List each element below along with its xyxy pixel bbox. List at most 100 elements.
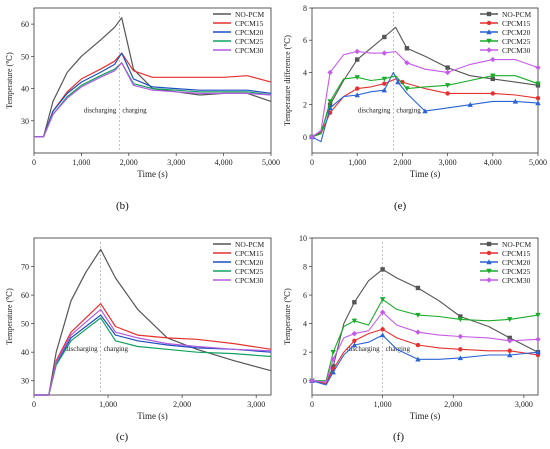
data-point-e-CPCM25 bbox=[381, 76, 388, 82]
data-point-f-CPCM25 bbox=[457, 317, 464, 323]
panel-label-f: (f) bbox=[393, 431, 404, 443]
y-tick-label-f: 2 bbox=[303, 348, 307, 357]
y-tick-label-f: 0 bbox=[303, 377, 307, 386]
series-line-c-NO-PCM bbox=[34, 248, 272, 396]
data-point-f-CPCM20 bbox=[330, 369, 336, 375]
data-point-f-CPCM20 bbox=[351, 342, 358, 348]
data-point-f-CPCM20 bbox=[379, 332, 386, 338]
series-line-e-CPCM25 bbox=[311, 75, 539, 138]
legend-marker-e bbox=[486, 29, 492, 35]
series-line-b-CPCM25 bbox=[34, 62, 272, 138]
y-tick-label-e: 8 bbox=[303, 4, 307, 13]
legend-marker-e bbox=[486, 47, 492, 53]
y-tick-label-b: 50 bbox=[21, 52, 29, 61]
series-line-b-CPCM20 bbox=[34, 52, 272, 138]
data-point-e-CPCM15 bbox=[382, 81, 387, 86]
series-line-e-CPCM15 bbox=[311, 78, 539, 138]
data-point-e-NO-PCM bbox=[445, 65, 450, 70]
legend-label-e: NO-PCM bbox=[502, 10, 532, 19]
data-point-e-CPCM20 bbox=[512, 98, 519, 104]
legend-marker-f bbox=[486, 277, 492, 283]
series-line-c-CPCM30 bbox=[34, 308, 272, 396]
series-line-f-NO-PCM bbox=[311, 268, 539, 385]
legend-marker-e bbox=[486, 20, 492, 26]
data-point-e-NO-PCM bbox=[404, 46, 410, 51]
y-tick-label-f: 6 bbox=[303, 291, 307, 300]
y-tick-label-f: 10 bbox=[299, 234, 307, 243]
data-point-f-CPCM30 bbox=[330, 356, 336, 363]
legend-label-c: CPCM25 bbox=[235, 267, 264, 276]
legend-label-f: CPCM15 bbox=[502, 249, 531, 258]
data-point-e-CPCM15 bbox=[490, 91, 495, 96]
y-tick-label-c: 60 bbox=[21, 291, 29, 300]
legend-label-c: CPCM30 bbox=[235, 276, 264, 285]
legend-marker-f bbox=[486, 259, 492, 265]
data-point-f-CPCM25 bbox=[535, 312, 541, 318]
data-point-e-CPCM25 bbox=[354, 75, 360, 80]
y-tick-label-b: 40 bbox=[21, 85, 29, 94]
data-point-e-CPCM30 bbox=[444, 69, 451, 76]
data-point-f-NO-PCM bbox=[458, 314, 463, 319]
data-point-e-CPCM20 bbox=[381, 87, 388, 93]
x-tick-label-c: 2,000 bbox=[173, 400, 191, 409]
y-tick-label-c: 70 bbox=[21, 263, 29, 272]
legend-label-b: CPCM30 bbox=[235, 46, 264, 55]
data-point-f-NO-PCM bbox=[330, 364, 336, 369]
x-axis-label-b: Time (s) bbox=[137, 169, 167, 179]
data-point-f-CPCM25 bbox=[379, 297, 386, 303]
data-point-f-CPCM20 bbox=[507, 352, 513, 358]
y-tick-label-e: 6 bbox=[303, 36, 307, 45]
data-point-f-CPCM15 bbox=[380, 327, 385, 332]
x-tick-label-b: 2,000 bbox=[120, 158, 138, 167]
legend-label-b: CPCM15 bbox=[235, 19, 264, 28]
legend-label-f: CPCM30 bbox=[502, 276, 531, 285]
y-tick-label-f: 8 bbox=[303, 263, 307, 272]
legend-label-c: NO-PCM bbox=[235, 240, 265, 249]
data-point-f-NO-PCM bbox=[507, 335, 512, 341]
x-tick-label-b: 4,000 bbox=[215, 158, 233, 167]
legend-marker-f bbox=[486, 268, 492, 274]
series-line-f-CPCM20 bbox=[311, 334, 539, 386]
x-tick-label-f: 2,000 bbox=[444, 400, 462, 409]
x-tick-label-b: 1,000 bbox=[72, 158, 90, 167]
discharging-label-f: discharging bbox=[347, 345, 380, 353]
data-point-f-CPCM15 bbox=[458, 347, 463, 352]
x-tick-label-e: 3,000 bbox=[439, 158, 457, 167]
series-line-f-CPCM15 bbox=[311, 328, 539, 385]
data-point-f-CPCM20 bbox=[415, 356, 421, 362]
series-line-f-CPCM25 bbox=[312, 298, 539, 382]
data-point-f-NO-PCM bbox=[352, 300, 357, 305]
legend-marker-e bbox=[486, 38, 492, 44]
charging-label-b: charging bbox=[122, 106, 147, 114]
data-point-e-CPCM20 bbox=[327, 105, 333, 111]
charging-label-f: charging bbox=[386, 345, 411, 353]
legend-label-f: NO-PCM bbox=[502, 240, 532, 249]
data-point-e-CPCM25 bbox=[490, 73, 496, 79]
data-point-e-CPCM25 bbox=[327, 99, 333, 105]
legend-marker-f bbox=[486, 250, 492, 256]
x-tick-label-e: 0 bbox=[310, 158, 314, 167]
data-point-e-CPCM30 bbox=[354, 48, 360, 55]
legend-label-b: CPCM20 bbox=[235, 28, 264, 37]
data-point-e-CPCM30 bbox=[490, 56, 496, 63]
x-axis-label-e: Time (s) bbox=[410, 169, 440, 179]
data-point-e-CPCM15 bbox=[355, 86, 360, 91]
data-point-e-CPCM25 bbox=[535, 81, 541, 87]
legend-label-e: CPCM30 bbox=[502, 46, 531, 55]
legend-label-e: CPCM25 bbox=[502, 37, 531, 46]
data-point-e-NO-PCM bbox=[355, 57, 360, 62]
series-line-c-CPCM20 bbox=[34, 314, 272, 396]
data-point-e-CPCM30 bbox=[327, 69, 333, 76]
data-point-f-CPCM20 bbox=[535, 349, 541, 355]
data-point-e-CPCM25 bbox=[404, 86, 410, 92]
charging-label-c: charging bbox=[104, 345, 129, 353]
legend-label-e: CPCM15 bbox=[502, 19, 531, 28]
data-point-f-CPCM20 bbox=[457, 355, 464, 361]
legend-marker-e bbox=[486, 11, 492, 17]
x-tick-label-b: 0 bbox=[32, 158, 36, 167]
data-point-f-NO-PCM bbox=[380, 267, 385, 272]
data-point-e-NO-PCM bbox=[490, 76, 495, 82]
x-tick-label-b: 3,000 bbox=[167, 158, 185, 167]
y-tick-label-c: 30 bbox=[21, 377, 29, 386]
